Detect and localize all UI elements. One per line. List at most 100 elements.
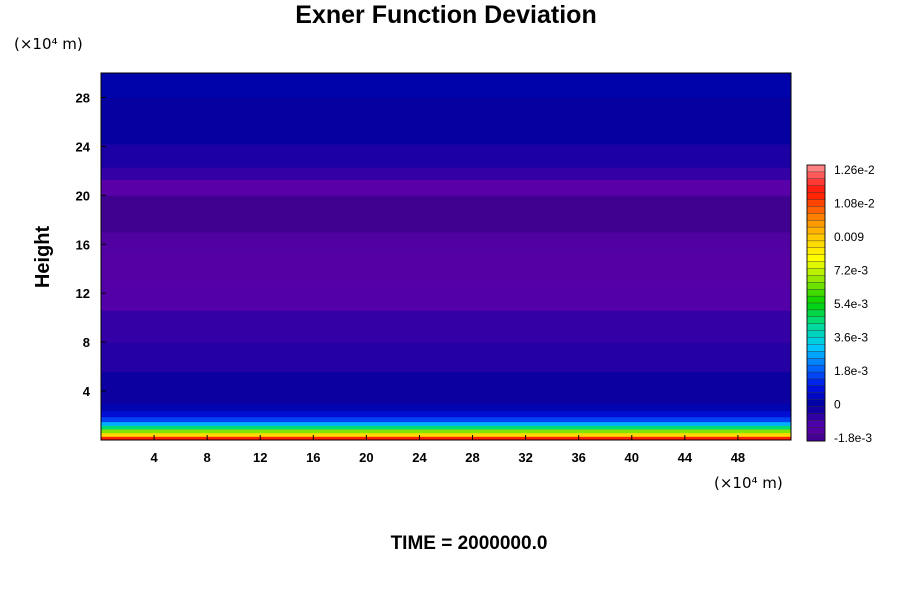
- contour-band: [101, 310, 791, 343]
- x-tick-label: 20: [359, 450, 373, 465]
- colorbar-segment: [806, 268, 826, 276]
- colorbar-segment: [806, 371, 826, 380]
- colorbar-tick-label: 1.26e-2: [834, 163, 875, 177]
- x-tick-label: 16: [306, 450, 320, 465]
- colorbar-segment: [806, 302, 826, 311]
- contour-band: [101, 410, 791, 418]
- y-tick-label: 16: [76, 237, 90, 252]
- colorbar-segment: [806, 316, 826, 325]
- x-axis-unit: (×10⁴ m): [714, 474, 783, 492]
- colorbar-segment: [806, 206, 826, 214]
- colorbar-segment: [806, 261, 826, 270]
- colorbar-segment: [806, 427, 826, 435]
- colorbar-tick-label: 0: [834, 398, 841, 412]
- colorbar-segment: [806, 330, 826, 339]
- colorbar-segment: [806, 385, 826, 394]
- colorbar-tick-label: 7.2e-3: [834, 264, 868, 278]
- colorbar-segment: [806, 219, 826, 228]
- x-tick-label: 36: [571, 450, 585, 465]
- colorbar-segment: [806, 289, 826, 297]
- colorbar-segment: [806, 323, 826, 332]
- x-tick-label: 40: [625, 450, 639, 465]
- colorbar-segment: [806, 413, 826, 421]
- x-tick-label: 44: [678, 450, 693, 465]
- colorbar-segment: [806, 358, 826, 366]
- x-tick-label: 12: [253, 450, 267, 465]
- colorbar-segment: [806, 240, 826, 249]
- colorbar-segment: [806, 344, 826, 352]
- colorbar-segment: [806, 337, 826, 345]
- colorbar-segment: [806, 282, 826, 290]
- y-axis: 4 8 12 16 20 24 28: [76, 90, 106, 399]
- contour-band: [101, 428, 791, 434]
- colorbar-frame: [806, 164, 826, 442]
- contour-band: [101, 432, 791, 437]
- colorbar-tick-label: 1.8e-3: [834, 364, 868, 378]
- chart-title: Exner Function Deviation: [295, 1, 596, 29]
- x-tick-label: 28: [465, 450, 479, 465]
- contour-band: [101, 252, 791, 282]
- y-tick-label: 24: [76, 139, 91, 154]
- colorbar-tick-label: -1.8e-3: [834, 431, 872, 445]
- contour-band: [101, 179, 791, 196]
- y-tick-label: 12: [76, 286, 90, 301]
- contour-band: [101, 403, 791, 412]
- colorbar-segment: [806, 399, 826, 408]
- colorbar-segment: [806, 275, 826, 283]
- colorbar-segment: [806, 406, 826, 414]
- contour-band: [101, 436, 791, 441]
- colorbar-tick-label: 5.4e-3: [834, 297, 868, 311]
- contour-band: [101, 416, 791, 423]
- contour-band: [101, 232, 791, 254]
- colorbar-segment: [806, 233, 826, 242]
- colorbar-segment: [806, 226, 826, 235]
- contour-band: [101, 280, 791, 311]
- colorbar-segment: [806, 247, 826, 256]
- colorbar-ticks: 1.26e-2 1.08e-2 0.009 7.2e-3 5.4e-3 3.6e-3 1.8…: [834, 163, 875, 445]
- contour-band: [101, 167, 791, 180]
- x-tick-label: 32: [518, 450, 532, 465]
- colorbar-segment: [806, 392, 826, 401]
- y-tick-label: 8: [83, 335, 90, 350]
- contour-band: [101, 425, 791, 430]
- colorbar-segment: [806, 213, 826, 221]
- contour-band: [101, 195, 791, 233]
- x-tick-label: 4: [150, 450, 158, 465]
- colorbar-segment: [806, 192, 826, 201]
- y-tick-label: 20: [76, 188, 90, 203]
- y-axis-label: Height: [32, 226, 54, 289]
- colorbar-segment: [806, 178, 826, 187]
- colorbar-segment: [806, 295, 826, 304]
- contour-band: [101, 421, 791, 426]
- x-tick-label: 8: [204, 450, 211, 465]
- y-axis-unit: (×10⁴ m): [14, 35, 83, 53]
- colorbar-tick-label: 0.009: [834, 230, 864, 244]
- x-axis: 4 8 12 16 20 24 28 32 36 40 44 48: [150, 435, 745, 465]
- contour-band: [101, 73, 791, 98]
- colorbar-segment: [806, 254, 826, 263]
- colorbar: [806, 164, 826, 442]
- colorbar-segment: [806, 420, 826, 428]
- x-tick-label: 48: [731, 450, 745, 465]
- colorbar-segment: [806, 364, 826, 373]
- plot-frame: [100, 72, 792, 441]
- contour-band: [101, 143, 791, 168]
- colorbar-segment: [806, 309, 826, 318]
- colorbar-tick-label: 3.6e-3: [834, 331, 868, 345]
- y-tick-label: 4: [83, 384, 91, 399]
- contour-band: [101, 342, 791, 372]
- colorbar-tick-label: 1.08e-2: [834, 197, 875, 211]
- colorbar-segment: [806, 433, 826, 442]
- y-tick-label: 28: [76, 90, 90, 105]
- colorbar-segment: [806, 164, 826, 173]
- colorbar-segment: [806, 351, 826, 359]
- colorbar-segment: [806, 185, 826, 194]
- contour-band: [101, 371, 791, 404]
- time-label: TIME = 2000000.0: [391, 533, 548, 554]
- x-tick-label: 24: [412, 450, 427, 465]
- plot-area: [101, 73, 791, 441]
- colorbar-segment: [806, 171, 826, 180]
- colorbar-segment: [806, 199, 826, 207]
- colorbar-segment: [806, 378, 826, 387]
